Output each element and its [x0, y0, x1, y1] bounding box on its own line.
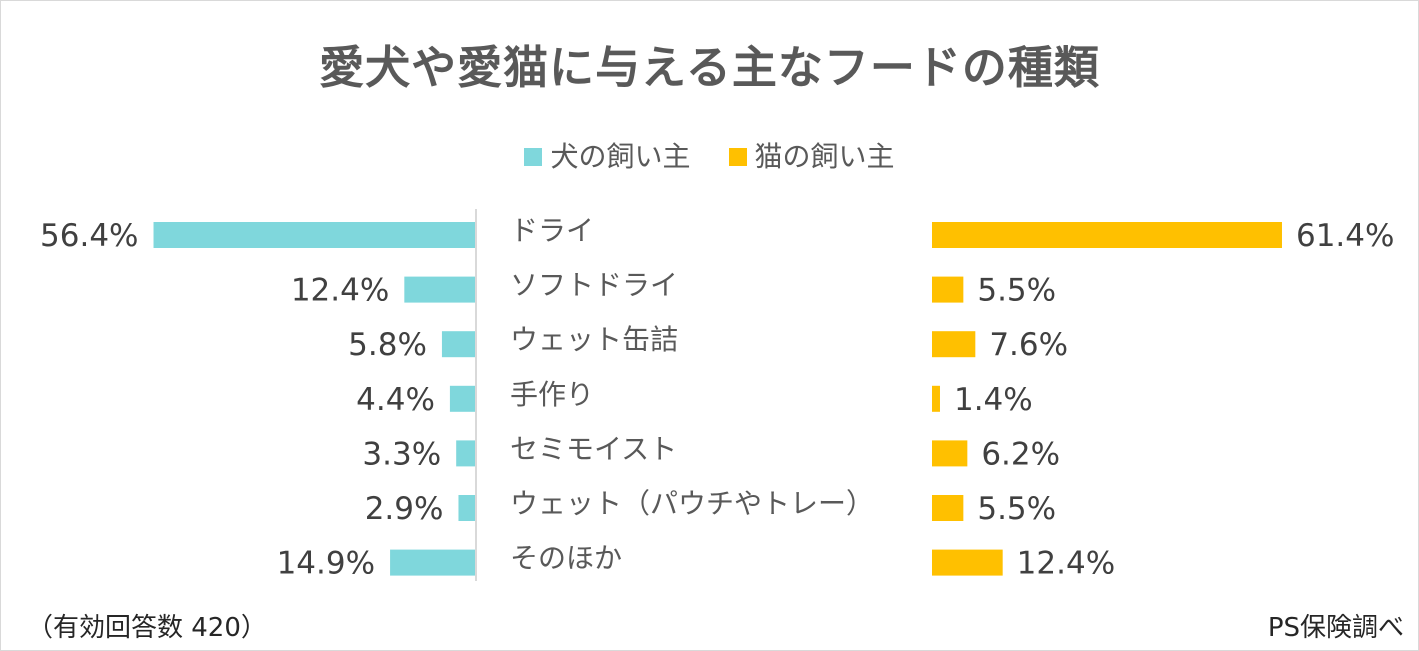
legend-swatch-dog — [524, 148, 543, 166]
legend-item-dog: 犬の飼い主 — [524, 135, 691, 175]
dog-bar — [449, 385, 475, 412]
dog-bar — [441, 331, 475, 358]
legend-label-cat: 猫の飼い主 — [754, 140, 895, 173]
dog-value-label: 12.4% — [291, 273, 389, 309]
cat-bar — [932, 440, 968, 467]
cat-bar — [932, 276, 964, 303]
category-label: ウェット（パウチやトレー） — [510, 487, 874, 520]
dog-value-label: 5.8% — [348, 327, 427, 363]
dog-value-label: 4.4% — [356, 382, 435, 418]
category-label: ドライ — [510, 214, 594, 247]
cat-value-label: 7.6% — [989, 327, 1068, 363]
cat-bar — [932, 331, 976, 358]
legend-swatch-cat — [728, 148, 747, 166]
cat-bar — [932, 222, 1282, 248]
category-label: 手作り — [510, 378, 594, 411]
legend-item-cat: 猫の飼い主 — [728, 135, 895, 175]
respondent-count-note: （有効回答数 420） — [27, 613, 267, 643]
dog-bar — [458, 495, 475, 521]
dog-value-label: 14.9% — [277, 546, 375, 582]
dog-value-label: 2.9% — [365, 491, 444, 527]
cat-value-label: 12.4% — [1017, 546, 1115, 582]
category-label: ウェット缶詰 — [510, 323, 678, 356]
category-label: ソフトドライ — [510, 269, 678, 302]
dog-bar — [153, 222, 475, 248]
legend-label-dog: 犬の飼い主 — [550, 140, 691, 173]
cat-value-label: 61.4% — [1296, 218, 1394, 254]
legend: 犬の飼い主 猫の飼い主 — [1, 135, 1418, 175]
cat-value-label: 5.5% — [977, 273, 1056, 309]
cat-value-label: 6.2% — [981, 436, 1060, 472]
cat-bar — [932, 385, 940, 412]
dog-value-label: 3.3% — [362, 436, 441, 472]
cat-value-label: 5.5% — [977, 491, 1056, 527]
dog-value-label: 56.4% — [40, 218, 138, 254]
cat-bar — [932, 549, 1003, 576]
source-note: PS保険調べ — [1267, 613, 1404, 643]
category-label: そのほか — [510, 542, 622, 575]
cat-value-label: 1.4% — [954, 382, 1033, 418]
dog-bar — [390, 549, 475, 576]
chart-title: 愛犬や愛猫に与える主なフードの種類 — [319, 41, 1100, 94]
category-label: セミモイスト — [510, 432, 677, 465]
dog-bar — [456, 440, 475, 467]
cat-bar — [932, 495, 964, 521]
dog-bar — [404, 276, 475, 303]
